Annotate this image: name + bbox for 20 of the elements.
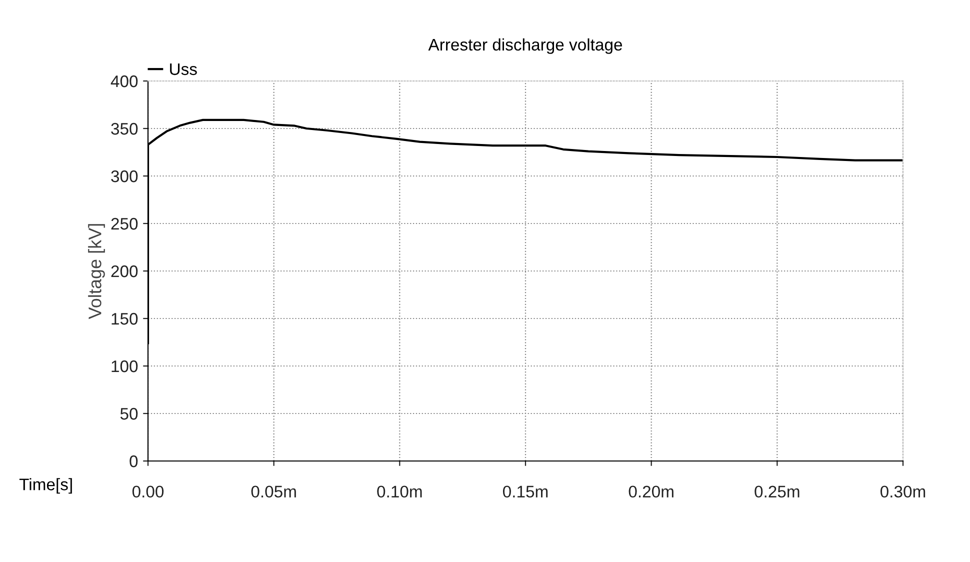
y-tick-label: 350 [111,122,138,135]
x-tick-label: 0.05m [251,486,296,498]
y-tick-label: 250 [111,218,138,230]
text: Uss [170,63,197,76]
chart-title: Arrester discharge voltage [428,38,622,54]
x-tick-label: 0.10m [377,486,422,498]
x-axis-title: Time[s] [19,478,72,494]
y-tick-label: 300 [111,170,138,182]
y-tick-label: 0 [130,455,138,468]
x-tick-label: 0.15m [502,486,548,498]
y-tick-label: 400 [110,75,138,88]
y-tick-label: 50 [120,408,138,420]
y-tick-label: 150 [112,312,138,325]
x-tick-label: 0.25m [754,486,800,498]
y-tick-label: 200 [111,265,138,278]
x-tick-label: 0.00 [132,486,164,498]
y-axis-title: Voltage [kV] [88,224,105,320]
x-tick-label: 0.30m [880,486,926,498]
y-tick-label: 100 [112,360,138,372]
x-tick-label: 0.20m [628,486,674,498]
